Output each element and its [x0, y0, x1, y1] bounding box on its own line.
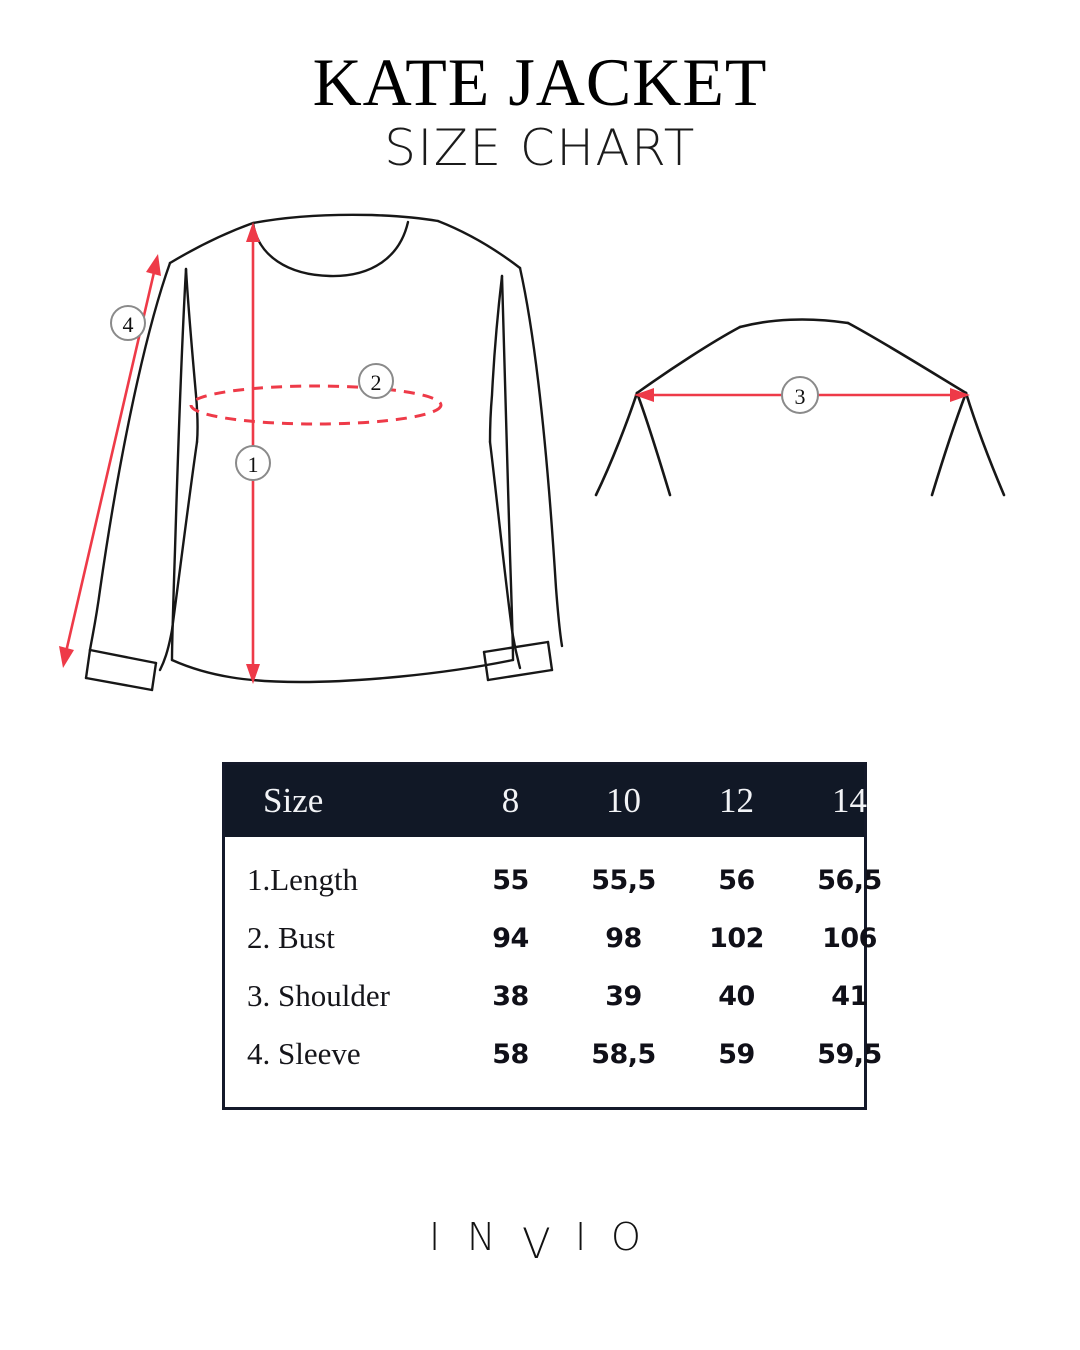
header-size-14: 14: [832, 781, 867, 820]
cell-sleeve-10: 58,5: [591, 1038, 656, 1070]
marker-3-label: 3: [795, 384, 806, 409]
cell-shoulder-14: 41: [831, 980, 868, 1012]
size-table: Size 8 10 12 14 1.Length 55 55,5 56 56,5…: [222, 762, 882, 1110]
page-subtitle: SIZE CHART: [384, 119, 696, 177]
header-size-10: 10: [606, 781, 641, 820]
cell-length-10: 55,5: [591, 864, 656, 896]
table-row: 1.Length 55 55,5 56 56,5: [225, 851, 882, 909]
row-label-shoulder: 3. Shoulder: [247, 978, 390, 1013]
brand-letter-i2: I: [575, 1215, 586, 1259]
marker-1: 1: [235, 445, 271, 481]
marker-4: 4: [110, 305, 146, 341]
cell-shoulder-12: 40: [718, 980, 755, 1012]
row-label-bust: 2. Bust: [247, 920, 335, 955]
cell-bust-12: 102: [709, 922, 764, 954]
marker-1-label: 1: [248, 452, 259, 477]
row-label-length: 1.Length: [247, 862, 359, 897]
brand-letter-i1: I: [429, 1215, 440, 1259]
header-size-12: 12: [719, 781, 754, 820]
garment-illustration: 1 2 4 3: [0, 190, 1080, 730]
sleeve-measure-arrow: [59, 254, 161, 668]
cell-shoulder-10: 39: [605, 980, 642, 1012]
cell-sleeve-12: 59: [718, 1038, 755, 1070]
cell-shoulder-8: 38: [492, 980, 529, 1012]
cell-sleeve-8: 58: [492, 1038, 529, 1070]
header-size-8: 8: [501, 781, 520, 820]
marker-2-label: 2: [371, 370, 382, 395]
table-row: 3. Shoulder 38 39 40 41: [225, 967, 868, 1025]
cell-bust-10: 98: [605, 922, 642, 954]
cell-bust-8: 94: [492, 922, 529, 954]
brand-logo: I N V I O: [0, 1210, 1080, 1275]
row-label-sleeve: 4. Sleeve: [247, 1036, 361, 1071]
brand-letter-v: V: [522, 1219, 551, 1268]
table-body: 1.Length 55 55,5 56 56,5 2. Bust 94 98 1…: [225, 837, 882, 1083]
cell-length-8: 55: [492, 864, 529, 896]
title-block: KATE JACKET SIZE CHART: [0, 48, 1080, 176]
cell-length-14: 56,5: [817, 864, 882, 896]
shoulder-view-sketch: [594, 318, 1006, 497]
marker-3: 3: [781, 376, 819, 414]
marker-2: 2: [358, 363, 394, 399]
cell-bust-14: 106: [822, 922, 877, 954]
cell-length-12: 56: [718, 864, 755, 896]
brand-letter-n: N: [467, 1215, 495, 1259]
brand-letter-o: O: [611, 1215, 641, 1259]
cell-sleeve-14: 59,5: [817, 1038, 882, 1070]
table-row: 4. Sleeve 58 58,5 59 59,5: [225, 1025, 882, 1083]
marker-4-label: 4: [123, 312, 134, 337]
jacket-front-view-sketch: [84, 213, 564, 692]
bust-measure-ellipse: [189, 384, 443, 426]
table-row: 2. Bust 94 98 102 106: [225, 909, 877, 967]
page-title: KATE JACKET: [312, 44, 768, 120]
header-size: Size: [263, 781, 324, 820]
table-header-row: Size 8 10 12 14: [225, 765, 867, 837]
